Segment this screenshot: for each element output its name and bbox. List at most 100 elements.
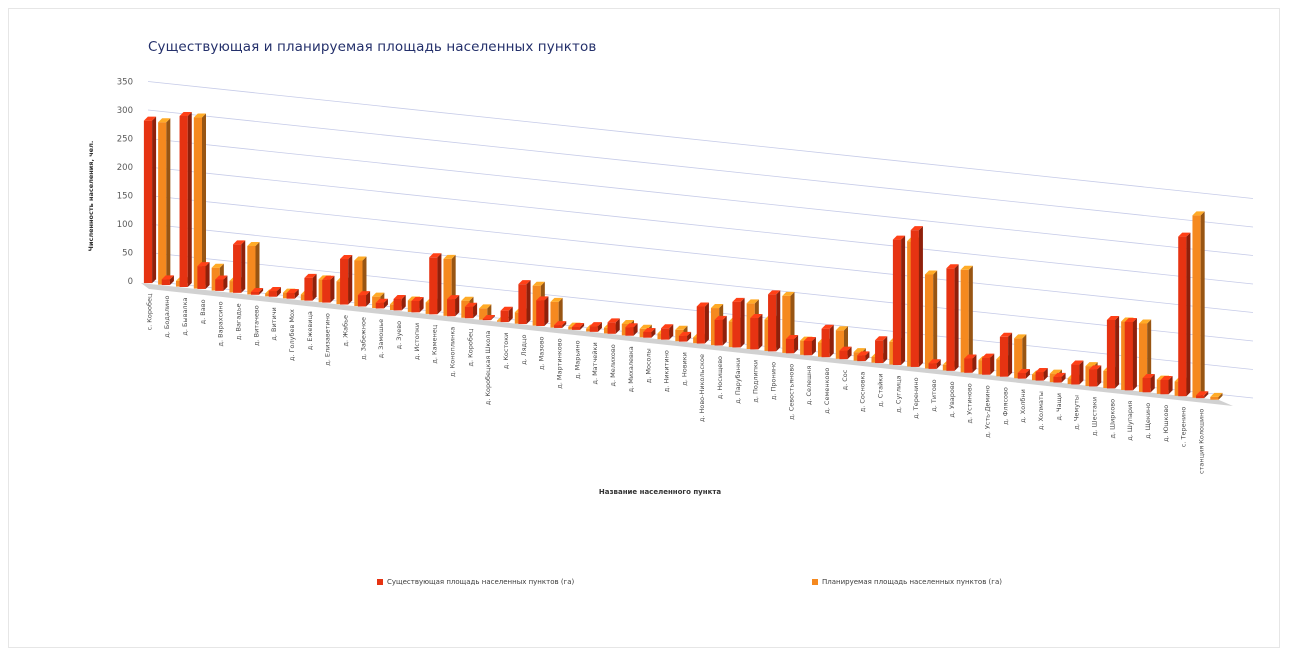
bar-planned [1138,319,1152,392]
x-tick-label: д. Голубев Мох [288,309,296,361]
x-tick-label: д. Устиново [966,383,974,423]
gridline [147,195,1254,313]
bar-existing [607,318,620,334]
x-tick-label: д. Лядцо [520,335,528,365]
x-tick-label: д. Михалевка [627,346,635,392]
x-tick-label: д. Мазово [538,336,546,369]
x-tick-label: д. Елизаветино [324,313,332,366]
legend-swatch-existing [377,579,383,585]
x-tick-label: д. Шестаки [1091,397,1099,436]
bar-planned [550,297,563,328]
bar-existing [785,335,799,354]
bar-existing [1160,375,1173,395]
bar-existing [1089,365,1102,387]
y-tick-label: 50 [122,249,133,259]
bar-existing [500,306,513,323]
x-tick-label: д. Костоки [502,333,510,370]
bar-existing [589,322,602,332]
x-tick-label: д. Ежевица [306,311,314,350]
bar-existing [179,111,192,287]
bar-existing [875,336,888,364]
bar-existing [304,273,317,301]
bar-planned [158,118,171,285]
bar-planned [247,241,260,295]
x-tick-label: д. Зуево [395,321,403,349]
bar-existing [322,275,335,303]
bar-existing [946,264,959,371]
bar-existing [910,226,923,367]
bar-existing [518,280,531,325]
x-tick-label: д. Севостьяново [787,364,795,420]
x-tick-label: д. Сосновка [859,372,867,413]
bar-existing [482,315,495,321]
bar-existing [554,321,567,328]
legend-label-existing: Существующая площадь населенных пунктов … [387,578,575,586]
x-tick-label: д. Уварово [948,381,956,417]
x-tick-label: д. Флясово [1001,387,1009,425]
bar-existing [161,275,174,286]
x-tick-label: д. Теренино [912,377,920,418]
x-tick-label: д. Бодалино [163,296,171,338]
y-tick-label: 200 [117,163,133,173]
bar-existing [1124,317,1137,391]
bar-existing [999,332,1013,377]
bar-existing [625,323,638,336]
x-tick-label: д. Носищево [716,356,724,399]
x-tick-label: д. Шупария [1126,401,1134,441]
bar-existing [286,288,299,299]
gridline [147,223,1254,342]
x-tick-label: д. Семенково [823,368,831,414]
bar-existing [1053,372,1066,383]
x-tick-label: д. Истопки [413,323,421,360]
x-tick-label: д. Витичи [270,307,278,340]
x-tick-label: д. Парубанки [734,358,742,404]
bar-existing [393,294,406,311]
bar-existing [536,296,549,326]
x-tick-label: д. Жабье [342,315,350,346]
bar-existing [750,314,763,350]
x-tick-label: д. Титово [930,379,938,411]
x-tick-label: д. Замошье [377,319,385,358]
bar-existing [661,324,674,340]
x-tick-label: д. Щекино [1144,403,1152,439]
bar-existing [375,298,388,309]
bar-existing [1017,368,1030,379]
x-tick-label: д. Никитино [663,350,671,392]
bar-existing [268,287,281,297]
x-tick-label: д. Бывалка [181,297,189,335]
x-tick-label: д. Ваво [199,299,207,324]
x-tick-label: д. Сос [841,369,849,390]
bar-existing [768,290,781,352]
x-tick-label: д. Мосолы [645,348,653,383]
x-tick-label: д. Коробецкая Школа [484,331,492,406]
bar-planned [960,265,973,373]
x-tick-label: д. Забежное [359,317,367,360]
bar-existing [643,327,656,338]
x-tick-label: д. Пронино [770,362,778,400]
bar-existing [340,254,353,305]
bar-existing [571,323,585,330]
legend-item-planned: Планируемая площадь населенных пунктов (… [812,578,1002,586]
y-tick-label: 300 [117,106,133,116]
x-tick-label: д. Варахсино [217,301,225,346]
x-tick-label: д. Мелихово [609,344,617,386]
bar-existing [464,302,478,319]
x-tick-label: с. Коробец [145,293,153,330]
bar-planned [924,270,938,369]
gridline [147,138,1254,256]
bar-existing [1178,232,1191,397]
x-tick-label: д. Мартинково [556,338,564,388]
x-tick-label: д. Марьино [573,340,581,379]
bar-existing [1035,368,1048,381]
bar-existing [215,275,228,291]
x-tick-label: д. Коноплинка [449,327,457,377]
bar-existing [197,262,210,289]
bar-existing [1196,391,1209,399]
x-tick-label: д. Подлипки [752,360,760,403]
bar-existing [357,291,371,307]
gridline [147,81,1254,199]
bar-existing [1142,374,1155,393]
bar-planned [193,113,207,289]
x-tick-label: д. Усть-Демино [984,385,992,438]
